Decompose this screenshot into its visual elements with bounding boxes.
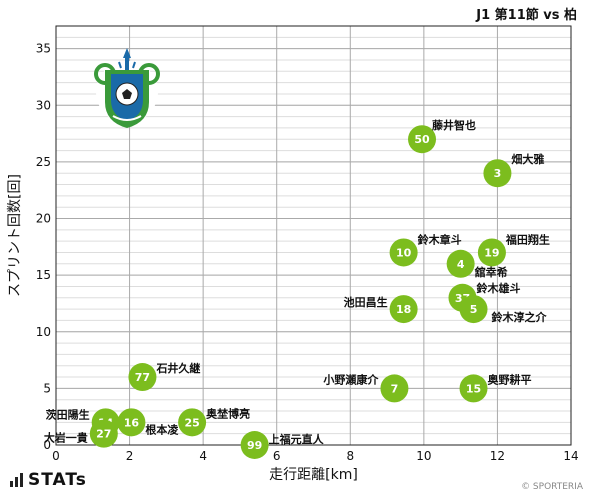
point-number: 77 (135, 371, 150, 384)
data-point: 99 上福元直人 (240, 431, 325, 459)
x-tick-label: 2 (126, 449, 134, 463)
point-label: 大岩一貴 (44, 431, 88, 445)
point-number: 50 (414, 133, 430, 146)
data-point: 16 根本凌 (117, 408, 179, 437)
x-tick-label: 8 (346, 449, 354, 463)
point-marker (477, 238, 506, 267)
y-tick-label: 20 (36, 212, 51, 226)
point-marker (459, 295, 488, 324)
x-tick-labels: 0 2 4 6 8 10 12 14 (52, 449, 578, 463)
point-number: 18 (396, 303, 411, 316)
data-point: 5 鈴木淳之介 (459, 295, 548, 324)
data-points: 50藤井智也3畑大雅10鈴木章斗19福田翔生4舘幸希37鈴木雄斗5鈴木淳之介18… (44, 118, 550, 459)
point-number: 3 (494, 167, 502, 180)
point-marker (408, 125, 437, 154)
point-marker (117, 408, 146, 437)
point-number: 99 (247, 439, 262, 452)
point-marker (389, 238, 418, 267)
point-number: 7 (391, 382, 399, 395)
shonan-bellmare-crest-icon (94, 48, 160, 128)
data-point: 15 奥野耕平 (459, 372, 532, 403)
page-title: J1 第11節 vs 柏 (476, 8, 577, 23)
data-point: 7 小野瀬康介 (322, 372, 409, 403)
y-tick-label: 5 (43, 381, 51, 395)
point-number: 19 (484, 246, 499, 259)
y-axis-label: スプリント回数[回] (7, 174, 23, 297)
data-point: 25 奥埜博亮 (178, 406, 250, 437)
x-tick-label: 6 (273, 449, 281, 463)
point-label: 小野瀬康介 (322, 372, 379, 386)
y-tick-label: 10 (36, 325, 51, 339)
point-number: 4 (457, 258, 465, 271)
point-label: 上福元直人 (269, 432, 325, 446)
point-label: 奥野耕平 (487, 372, 532, 386)
point-label: 鈴木淳之介 (492, 310, 548, 324)
copyright: © SPORTERIA (521, 482, 583, 492)
data-point: 27 大岩一貴 (44, 419, 118, 448)
point-marker (178, 408, 207, 437)
point-number: 27 (96, 428, 111, 441)
stats-brand: STATs (10, 470, 87, 490)
x-tick-label: 0 (52, 449, 60, 463)
point-marker (389, 295, 418, 324)
point-number: 16 (124, 416, 140, 429)
y-tick-label: 15 (36, 268, 51, 282)
point-marker (128, 363, 157, 392)
point-marker (380, 374, 409, 403)
plot-frame (55, 25, 572, 446)
x-axis-label: 走行距離[km] (269, 466, 358, 483)
point-label: 鈴木章斗 (418, 232, 462, 246)
point-marker (446, 249, 475, 278)
point-label: 舘幸希 (474, 265, 508, 279)
point-number: 15 (466, 382, 481, 395)
data-point: 18 池田昌生 (344, 295, 418, 324)
point-number: 10 (396, 246, 412, 259)
x-tick-label: 12 (490, 449, 505, 463)
point-number: 25 (184, 416, 199, 429)
y-tick-label: 25 (36, 155, 51, 169)
point-marker (483, 159, 512, 188)
data-point: 10 鈴木章斗 (389, 232, 462, 267)
x-tick-label: 14 (563, 449, 578, 463)
point-label: 石井久継 (155, 361, 200, 375)
point-label: 福田翔生 (505, 232, 550, 246)
point-number: 5 (470, 303, 478, 316)
point-label: 根本凌 (145, 422, 179, 436)
y-tick-label: 35 (36, 42, 51, 56)
data-point: 19 福田翔生 (477, 232, 550, 267)
stats-bars-icon (10, 473, 23, 487)
point-marker (89, 419, 118, 448)
point-label: 藤井智也 (432, 118, 476, 132)
y-tick-label: 0 (43, 438, 51, 452)
point-marker (459, 374, 488, 403)
y-tick-label: 30 (36, 98, 51, 112)
data-point: 77 石井久継 (128, 361, 200, 392)
point-label: 奥埜博亮 (205, 406, 250, 420)
y-tick-labels: 0 5 10 15 20 25 30 35 (36, 42, 51, 452)
brand-name: STATs (28, 470, 87, 490)
data-point: 3 畑大雅 (483, 152, 544, 188)
x-tick-label: 4 (199, 449, 207, 463)
point-label: 鈴木雄斗 (476, 281, 520, 295)
point-label: 池田昌生 (344, 295, 388, 309)
x-tick-label: 10 (416, 449, 431, 463)
point-label: 茨田陽生 (46, 407, 90, 421)
data-point: 4 舘幸希 (446, 249, 508, 279)
point-label: 畑大雅 (511, 152, 544, 166)
point-marker (240, 431, 269, 459)
